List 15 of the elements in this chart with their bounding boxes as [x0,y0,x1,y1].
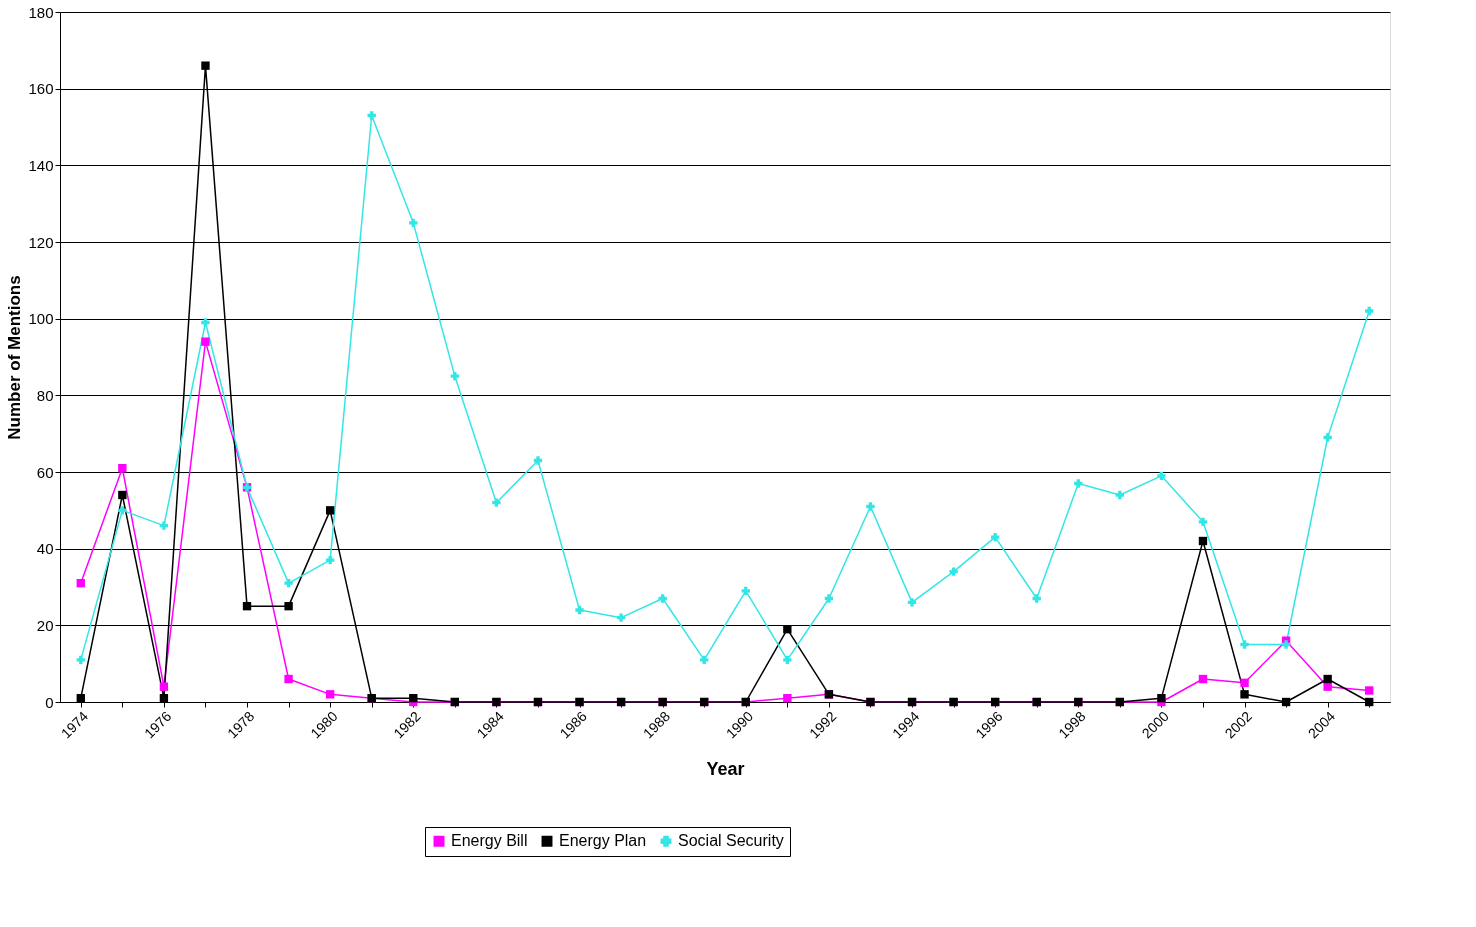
y-tick-label: 80 [36,386,54,404]
y-tick-label: 160 [28,80,54,98]
y-tick-label: 100 [28,310,54,328]
y-tick-label: 180 [28,3,54,21]
y-tick-label: 40 [36,540,54,558]
legend-label: Energy Bill [451,832,528,850]
y-tick-label: 60 [36,463,54,481]
legend-label: Social Security [678,832,784,850]
y-tick-label: 0 [45,693,54,711]
y-tick-label: 20 [36,616,54,634]
y-axis-title: Number of Mentions [5,275,25,440]
legend-label: Energy Plan [559,832,647,850]
y-tick-label: 140 [28,156,54,174]
y-tick-label: 120 [28,233,54,251]
x-axis-title: Year [706,759,745,780]
